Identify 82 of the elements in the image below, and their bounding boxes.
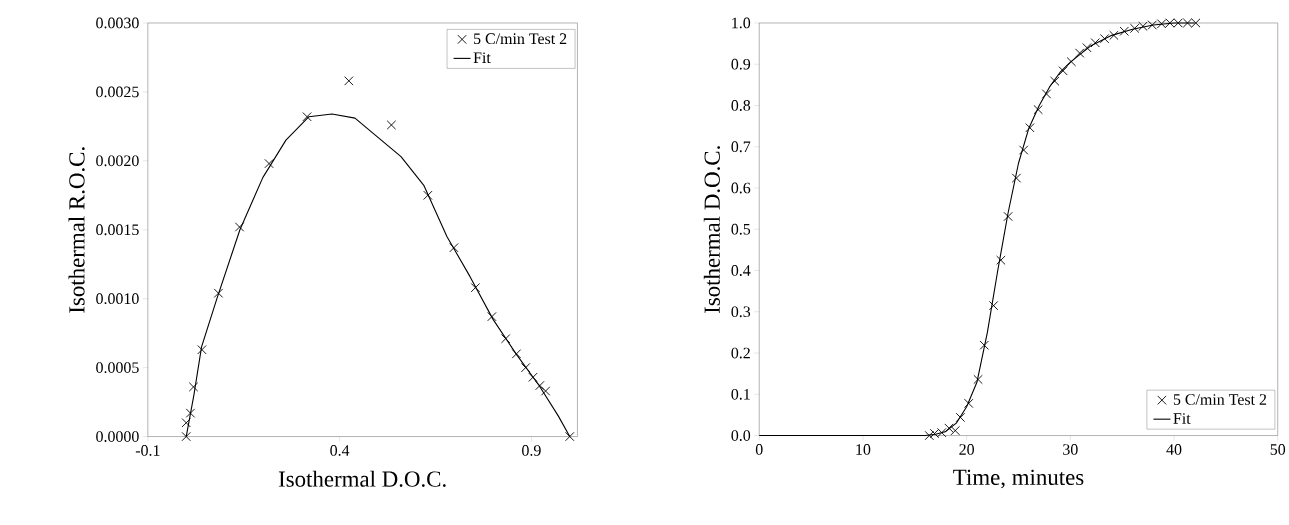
legend-label: Fit: [1173, 412, 1191, 424]
x-tick-label: 0.4: [330, 444, 350, 456]
x-axis-title: Isothermal D.O.C.: [278, 470, 446, 487]
x-tick-label: 20: [959, 443, 974, 455]
y-tick-label: 0.8: [731, 99, 751, 111]
legend-label: 5 C/min Test 2: [474, 33, 567, 44]
x-tick-label: 40: [1166, 443, 1182, 455]
point: [1082, 42, 1092, 53]
point: [1003, 211, 1013, 221]
y-tick-label: 0.0005: [96, 361, 139, 373]
point: [197, 344, 207, 355]
point: [234, 222, 245, 232]
legend-label: 5 C/min Test 2: [1173, 393, 1267, 405]
x-tick-label: 10: [856, 443, 871, 455]
point: [449, 242, 459, 253]
point: [1119, 26, 1129, 36]
point: [1109, 30, 1119, 40]
point: [264, 158, 274, 169]
line-series: [185, 113, 571, 437]
y-tick-label: 0.0030: [96, 17, 139, 29]
y-tick-label: 1.0: [732, 17, 751, 29]
point: [1018, 145, 1029, 155]
y-tick-label: 0.2: [731, 347, 750, 359]
point: [1090, 37, 1100, 48]
y-tick-label: 0.1: [731, 388, 750, 400]
point: [964, 398, 974, 408]
point: [535, 380, 545, 391]
point: [501, 333, 511, 344]
point: [955, 412, 966, 422]
point: [1074, 48, 1085, 58]
y-tick-label: 0.3: [731, 306, 751, 317]
y-tick-label: 0.5: [731, 223, 751, 235]
point: [213, 288, 224, 298]
y-tick-label: 0.0010: [96, 293, 139, 304]
point: [979, 340, 989, 350]
x-tick-label: -0.1: [135, 444, 160, 456]
point: [185, 408, 196, 418]
point: [1025, 122, 1035, 133]
point: [1099, 33, 1110, 44]
y-tick-label: 0.0: [731, 429, 751, 441]
x-tick-label: 0: [755, 443, 763, 455]
y-tick-label: 0.0000: [96, 430, 139, 442]
x-tick-label: 30: [1063, 443, 1078, 455]
point: [1050, 76, 1060, 86]
y-axis-title: Isothermal R.O.C.: [68, 147, 85, 313]
point: [565, 431, 575, 442]
point: [944, 423, 954, 433]
point: [520, 362, 531, 373]
x-tick-label: 0.9: [522, 444, 541, 456]
y-tick-label: 0.9: [731, 58, 751, 70]
point: [996, 255, 1006, 265]
point: [386, 120, 397, 130]
point: [511, 348, 522, 359]
y-tick-label: 0.4: [731, 264, 751, 276]
y-tick-label: 0.7: [731, 141, 751, 152]
point: [950, 425, 960, 436]
y-tick-label: 0.0020: [96, 155, 139, 166]
y-tick-label: 0.0015: [96, 224, 139, 235]
point: [924, 430, 934, 441]
point: [988, 300, 999, 311]
point: [181, 431, 191, 442]
point: [540, 386, 551, 396]
point: [528, 372, 538, 382]
point: [1033, 104, 1043, 115]
legend-label: Fit: [473, 52, 491, 63]
point: [188, 382, 199, 392]
x-tick-label: 50: [1270, 443, 1286, 455]
point: [1066, 56, 1077, 67]
x-axis-title: Time, minutes: [953, 469, 1084, 489]
point: [344, 75, 354, 86]
point: [1058, 65, 1068, 76]
y-axis-title: Isothermal D.O.C.: [703, 145, 721, 313]
point: [302, 111, 312, 122]
y-tick-label: 0.6: [731, 182, 751, 194]
point: [487, 311, 497, 322]
point: [470, 282, 481, 293]
point: [423, 190, 433, 200]
point: [1011, 173, 1022, 183]
point: [181, 417, 191, 428]
point: [973, 374, 983, 384]
point: [1041, 89, 1052, 99]
y-tick-label: 0.0025: [96, 86, 139, 98]
